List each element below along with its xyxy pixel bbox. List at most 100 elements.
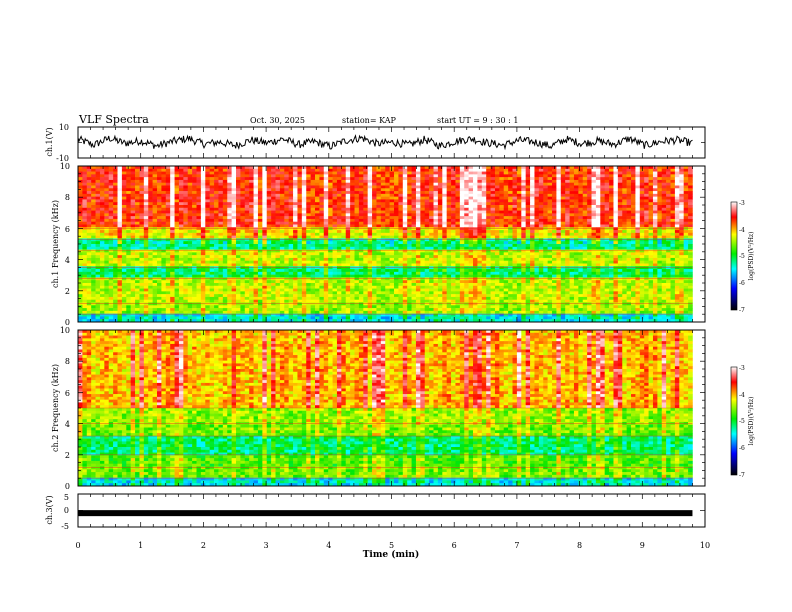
spectrogram-cell	[394, 174, 399, 178]
spectrogram-cell	[411, 171, 417, 175]
spectrogram-cell	[385, 241, 390, 245]
spectrogram-cell	[446, 188, 452, 192]
spectrogram-cell	[552, 244, 557, 248]
spectrogram-cell	[161, 224, 167, 228]
spectrogram-cell	[108, 257, 114, 262]
spectrogram-cell	[336, 232, 342, 236]
spectrogram-cell	[196, 191, 202, 195]
spectrogram-cell	[600, 246, 605, 250]
spectrogram-cell	[530, 221, 535, 225]
spectrogram-cell	[587, 196, 592, 200]
spectrogram-cell	[214, 205, 219, 209]
spectrogram-cell	[446, 205, 452, 209]
spectrogram-cell	[670, 210, 676, 214]
spectrogram-cell	[661, 191, 667, 195]
spectrogram-cell	[604, 166, 610, 170]
spectrogram-cell	[451, 249, 456, 253]
spectrogram-cell	[328, 174, 333, 178]
spectrogram-cell	[560, 232, 566, 236]
spectrogram-cell	[688, 221, 693, 225]
spectrogram-cell	[503, 196, 509, 200]
spectrogram-cell	[499, 193, 505, 197]
spectrogram-cell	[674, 249, 680, 253]
spectrogram-cell	[486, 213, 491, 217]
spectrogram-cell	[455, 191, 461, 195]
spectrogram-cell	[82, 177, 88, 181]
spectrogram-cell	[503, 207, 509, 211]
spectrogram-cell	[494, 185, 500, 189]
spectrogram-cell	[683, 244, 689, 248]
spectrogram-cell	[152, 230, 158, 234]
spectrogram-cell	[473, 221, 478, 225]
spectrogram-cell	[543, 255, 548, 259]
spectrogram-cell	[218, 257, 224, 262]
spectrogram-cell	[573, 230, 579, 234]
spectrogram-cell	[398, 166, 404, 170]
spectrogram-cell	[604, 252, 610, 256]
spectrogram-cell	[222, 244, 228, 248]
spectrogram-cell	[113, 249, 118, 253]
spectrogram-cell	[380, 224, 386, 228]
spectrogram-cell	[402, 174, 408, 178]
spectrogram-cell	[411, 246, 417, 250]
spectrogram-cell	[380, 241, 386, 245]
spectrogram-cell	[468, 166, 474, 170]
spectrogram-cell	[306, 232, 311, 236]
spectrogram-cell	[420, 182, 426, 186]
spectrogram-cell	[275, 241, 281, 245]
spectrogram-cell	[661, 216, 667, 220]
spectrogram-cell	[328, 171, 333, 175]
spectrogram-cell	[139, 227, 145, 231]
spectrogram-cell	[275, 202, 281, 206]
spectrogram-cell	[521, 216, 526, 220]
spectrogram-cell	[82, 188, 88, 192]
spectrogram-cell	[494, 249, 500, 253]
spectrogram-cell	[200, 230, 206, 234]
spectrogram-cell	[552, 199, 557, 203]
spectrogram-cell	[253, 260, 259, 264]
spectrogram-cell	[240, 252, 246, 256]
spectrogram-cell	[161, 230, 167, 234]
spectrogram-cell	[451, 246, 456, 250]
spectrogram-cell	[512, 174, 518, 178]
spectrogram-cell	[363, 168, 368, 172]
spectrogram-cell	[582, 168, 588, 172]
spectrogram-cell	[372, 168, 377, 172]
spectrogram-cell	[227, 174, 232, 178]
spectrogram-cell	[266, 260, 272, 264]
spectrogram-cell	[332, 230, 338, 234]
spectrogram-cell	[477, 177, 483, 181]
spectrogram-cell	[174, 227, 180, 231]
spectrogram-cell	[187, 210, 193, 214]
spectrogram-cell	[657, 207, 663, 211]
spectrogram-cell	[358, 191, 364, 195]
spectrogram-cell	[591, 235, 597, 239]
spectrogram-cell	[679, 193, 684, 197]
spectrogram-cell	[170, 257, 175, 262]
spectrogram-cell	[205, 168, 210, 172]
spectrogram-cell	[486, 235, 491, 239]
spectrogram-cell	[78, 202, 83, 206]
spectrogram-cell	[543, 244, 548, 248]
spectrogram-cell	[249, 199, 254, 203]
spectrogram-cell	[117, 213, 123, 217]
spectrogram-cell	[477, 244, 483, 248]
spectrogram-cell	[95, 188, 101, 192]
spectrogram-cell	[117, 207, 123, 211]
spectrogram-cell	[174, 235, 180, 239]
spectrogram-cell	[420, 177, 426, 181]
spectrogram-cell	[341, 238, 347, 242]
spectrogram-cell	[315, 202, 320, 206]
spectrogram-cell	[442, 218, 447, 223]
spectrogram-cell	[266, 207, 272, 211]
spectrogram-cell	[420, 213, 426, 217]
spectrogram-cell	[332, 188, 338, 192]
spectrogram-cell	[236, 185, 241, 189]
spectrogram-cell	[315, 218, 320, 223]
spectrogram-cell	[222, 174, 228, 178]
spectrogram-cell	[587, 202, 592, 206]
spectrogram-cell	[271, 216, 276, 220]
spectrogram-cell	[639, 191, 645, 195]
spectrogram-cell	[82, 244, 88, 248]
spectrogram-cell	[464, 191, 469, 195]
